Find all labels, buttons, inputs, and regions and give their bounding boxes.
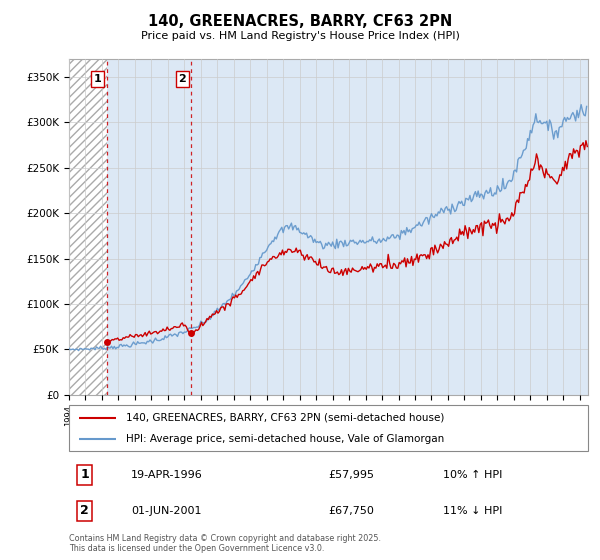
Text: HPI: Average price, semi-detached house, Vale of Glamorgan: HPI: Average price, semi-detached house,… [126,435,445,444]
Text: 01-JUN-2001: 01-JUN-2001 [131,506,202,516]
Text: 11% ↓ HPI: 11% ↓ HPI [443,506,502,516]
FancyBboxPatch shape [69,405,588,451]
Text: Price paid vs. HM Land Registry's House Price Index (HPI): Price paid vs. HM Land Registry's House … [140,31,460,41]
Text: 10% ↑ HPI: 10% ↑ HPI [443,470,502,479]
Text: 140, GREENACRES, BARRY, CF63 2PN: 140, GREENACRES, BARRY, CF63 2PN [148,14,452,29]
Text: 1: 1 [80,468,89,481]
Text: 2: 2 [178,74,186,84]
Text: £67,750: £67,750 [329,506,374,516]
Text: £57,995: £57,995 [329,470,374,479]
Text: Contains HM Land Registry data © Crown copyright and database right 2025.
This d: Contains HM Land Registry data © Crown c… [69,534,381,553]
Text: 1: 1 [94,74,101,84]
Text: 19-APR-1996: 19-APR-1996 [131,470,203,479]
Polygon shape [107,59,191,395]
Text: 140, GREENACRES, BARRY, CF63 2PN (semi-detached house): 140, GREENACRES, BARRY, CF63 2PN (semi-d… [126,413,445,423]
Polygon shape [69,59,107,395]
Text: 2: 2 [80,505,89,517]
